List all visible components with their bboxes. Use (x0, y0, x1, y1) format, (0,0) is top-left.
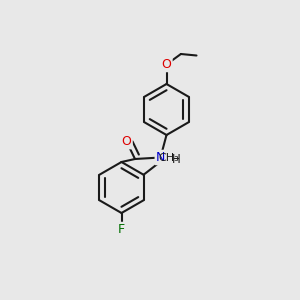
Text: F: F (118, 223, 125, 236)
Text: CH₃: CH₃ (159, 153, 179, 163)
Text: O: O (122, 135, 131, 148)
Text: O: O (162, 58, 171, 71)
Text: N: N (156, 151, 165, 164)
Text: H: H (172, 153, 181, 167)
